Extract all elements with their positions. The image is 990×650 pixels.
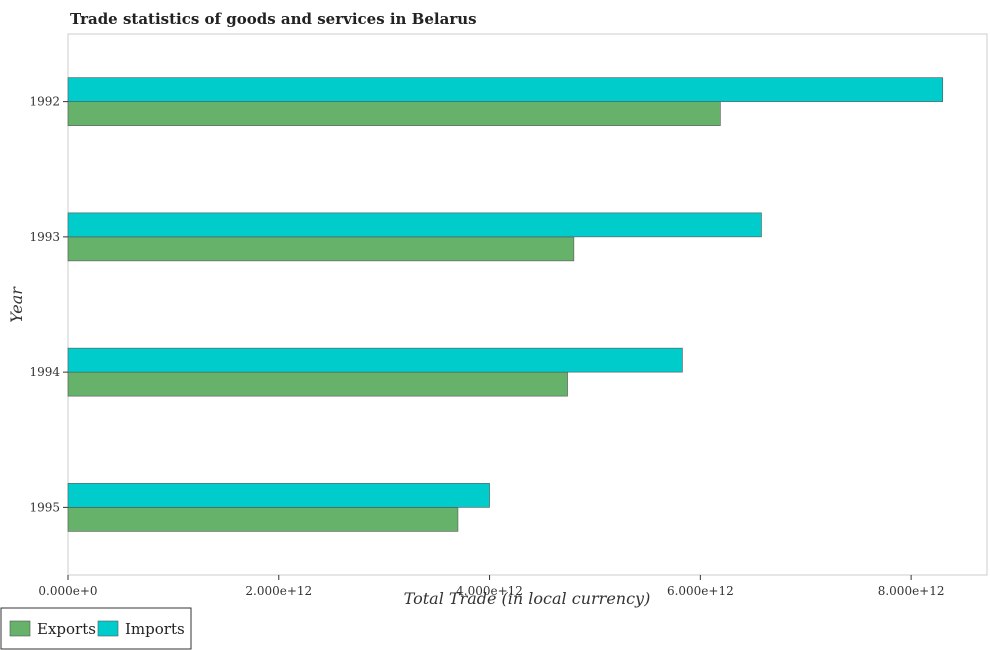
legend-label-exports: Exports (37, 620, 96, 638)
x-tick-label: 8.000e+12 (878, 584, 945, 598)
bar-imports-1992 (67, 77, 944, 102)
x-tick-label: 6.000e+12 (667, 584, 734, 598)
x-axis-label: Total Trade (in local currency) (404, 589, 651, 608)
y-tick-label-1995: 1995 (29, 500, 60, 514)
x-axis: 0.000e+0 2.000e+12 4.000e+12 6.000e+12 8.000… (38, 575, 945, 598)
bar-imports-1995 (67, 483, 490, 508)
y-axis-label: Year (7, 286, 26, 323)
bar-exports-1995 (67, 507, 459, 532)
x-tick-label: 4.000e+12 (456, 584, 523, 598)
legend-box (0, 607, 192, 650)
bar-exports-1993 (67, 236, 575, 262)
legend-swatch-exports (9, 620, 31, 637)
bar-imports-1994 (67, 347, 683, 373)
plot-area (67, 33, 988, 576)
y-axis: 1992 1993 1994 1995 (29, 95, 68, 514)
bar-exports-1992 (67, 101, 721, 126)
bars-group (67, 77, 944, 532)
bar-exports-1994 (67, 371, 568, 397)
y-tick-label-1992: 1992 (29, 95, 60, 109)
y-tick-label-1993: 1993 (29, 230, 60, 244)
x-tick-label: 2.000e+12 (245, 584, 312, 598)
y-tick-label-1994: 1994 (29, 365, 60, 379)
legend-label-imports: Imports (125, 620, 185, 638)
x-tick-label: 0.000e+0 (38, 584, 97, 598)
legend-swatch-imports (97, 620, 119, 637)
legend: Exports Imports (0, 607, 192, 650)
chart-title: Trade statistics of goods and services i… (70, 10, 477, 28)
bar-imports-1993 (67, 212, 762, 238)
